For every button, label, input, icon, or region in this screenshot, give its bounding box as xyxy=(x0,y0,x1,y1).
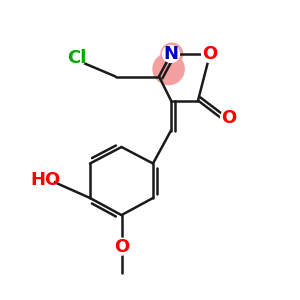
Text: Cl: Cl xyxy=(67,50,86,68)
Circle shape xyxy=(37,172,53,188)
Text: O: O xyxy=(114,238,129,256)
Text: O: O xyxy=(202,45,217,63)
Text: O: O xyxy=(221,109,236,127)
Circle shape xyxy=(153,53,184,85)
Circle shape xyxy=(113,238,130,255)
Circle shape xyxy=(220,109,237,126)
Text: N: N xyxy=(164,45,178,63)
Circle shape xyxy=(163,46,179,62)
Circle shape xyxy=(202,46,218,62)
Circle shape xyxy=(161,43,183,65)
Text: HO: HO xyxy=(30,171,60,189)
Circle shape xyxy=(68,50,85,67)
